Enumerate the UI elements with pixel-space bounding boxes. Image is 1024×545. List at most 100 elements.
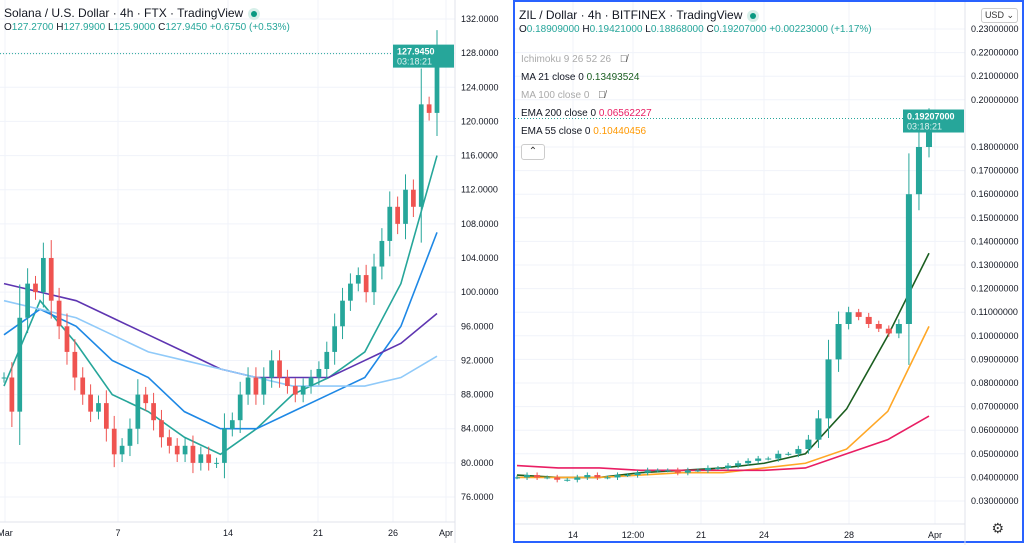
candle-body xyxy=(544,477,551,479)
moving-average-line xyxy=(3,155,438,456)
candle-body xyxy=(534,475,541,478)
candle-body xyxy=(825,359,832,419)
indicator-value: 0.10440456 xyxy=(593,126,647,137)
candle-body xyxy=(745,460,752,464)
candle-body xyxy=(166,437,172,446)
indicator-legend-item[interactable]: EMA 200 close 0 0.06562227 xyxy=(521,108,652,119)
price-tick-label: 92.0000 xyxy=(461,355,494,365)
candle-body xyxy=(355,275,361,284)
candle-body xyxy=(574,477,581,480)
price-tick-label: 0.14000000 xyxy=(971,236,1019,246)
symbol-title: Solana / U.S. Dollar · 4h · FTX · Tradin… xyxy=(4,6,244,20)
indicator-legend-item[interactable]: Ichimoku 9 26 52 26 👁̸ xyxy=(521,54,627,65)
candle-body xyxy=(604,477,611,479)
candle-body xyxy=(300,386,306,395)
price-tick-label: 120.0000 xyxy=(461,116,499,126)
candle-body xyxy=(735,463,742,466)
zil-chart-pane[interactable]: 0.23000000 0.22000000 0.21000000 0.20000000… xyxy=(513,0,1024,545)
price-tick-label: 128.0000 xyxy=(461,48,499,58)
chart-title: ZIL / Dollar · 4h · BITFINEX · TradingVi… xyxy=(519,8,757,22)
candle-body xyxy=(348,283,353,301)
candle-body xyxy=(88,394,93,412)
moving-average-line xyxy=(3,232,438,430)
candle-body xyxy=(775,453,782,459)
candle-body xyxy=(674,470,681,473)
candle-body xyxy=(190,445,196,463)
collapse-indicators-button[interactable]: ⌃ xyxy=(521,144,545,160)
indicator-value: 0.06562227 xyxy=(598,108,652,119)
price-tick-label: 88.0000 xyxy=(461,390,494,400)
moving-average-line xyxy=(516,415,930,472)
price-tick-label: 0.23000000 xyxy=(971,24,1019,34)
solana-price-chart[interactable]: 132.0000 128.0000 124.0000 120.0000 116.0000… xyxy=(0,0,512,543)
candle-body xyxy=(143,394,149,404)
price-tick-label: 0.06000000 xyxy=(971,425,1019,435)
candle-body xyxy=(895,324,902,334)
candle-body xyxy=(594,475,601,478)
candle-body xyxy=(25,283,30,318)
indicator-legend-item[interactable]: MA 21 close 0 0.13493524 xyxy=(521,72,639,83)
candle-body xyxy=(564,479,571,481)
candle-body xyxy=(795,449,802,454)
hidden-eye-icon[interactable]: 👁̸ xyxy=(619,54,628,65)
price-tick-label: 112.0000 xyxy=(461,185,498,195)
last-price-label xyxy=(903,109,964,133)
time-tick-label: 14 xyxy=(568,530,578,540)
price-tick-label: 76.0000 xyxy=(461,492,494,502)
bar-countdown: 03:18:21 xyxy=(907,122,942,132)
last-price-value: 0.19207000 xyxy=(907,112,955,122)
candle-body xyxy=(815,418,822,440)
candle-body xyxy=(261,377,267,395)
candle-body xyxy=(222,428,227,463)
candle-body xyxy=(253,377,259,395)
indicator-label: EMA 55 close 0 xyxy=(521,126,591,137)
candle-body xyxy=(316,368,322,378)
candle-body xyxy=(865,316,872,324)
candle-body xyxy=(845,312,852,324)
candle-body xyxy=(644,470,651,473)
candle-body xyxy=(805,439,812,450)
currency-select[interactable]: USD ⌄ xyxy=(980,8,1018,23)
solana-chart-pane[interactable]: 132.0000 128.0000 124.0000 120.0000 116.0000… xyxy=(0,0,512,543)
candle-body xyxy=(198,454,204,463)
ohlc-legend: O127.2700 H127.9900 L125.9000 C127.9450 … xyxy=(4,22,290,33)
zil-price-chart[interactable]: 0.23000000 0.22000000 0.21000000 0.20000000… xyxy=(515,2,1024,545)
ohlc-legend: O0.18909000 H0.19421000 L0.18868000 C0.1… xyxy=(519,24,872,35)
candle-body xyxy=(714,467,721,469)
indicator-legend-item[interactable]: MA 100 close 0 👁̸ xyxy=(521,90,606,101)
candle-body xyxy=(17,317,23,412)
candle-body xyxy=(725,465,732,468)
candle-body xyxy=(379,240,385,267)
time-tick-label: 12:00 xyxy=(622,530,645,540)
price-tick-label: 0.08000000 xyxy=(971,378,1019,388)
candle-body xyxy=(524,475,531,478)
candle-body xyxy=(371,266,377,293)
candle-body xyxy=(915,147,922,195)
price-tick-label: 0.04000000 xyxy=(971,472,1019,482)
indicator-label: Ichimoku 9 26 52 26 xyxy=(521,54,612,65)
price-tick-label: 0.12000000 xyxy=(971,284,1019,294)
candle-body xyxy=(664,470,671,472)
price-tick-label: 116.0000 xyxy=(461,151,498,161)
candle-body xyxy=(245,377,251,395)
price-tick-label: 0.22000000 xyxy=(971,48,1019,58)
candle-body xyxy=(48,258,54,301)
settings-gear-icon[interactable]: ⚙ xyxy=(991,520,1004,536)
price-tick-label: 108.0000 xyxy=(461,219,499,229)
candle-body xyxy=(418,104,424,207)
price-tick-label: 0.09000000 xyxy=(971,354,1019,364)
indicator-legend-item[interactable]: EMA 55 close 0 0.10440456 xyxy=(521,126,646,137)
candle-body xyxy=(835,324,842,360)
candle-body xyxy=(96,403,101,412)
candle-body xyxy=(229,420,235,429)
candle-body xyxy=(285,377,290,387)
candle-body xyxy=(33,283,38,293)
candle-body xyxy=(135,394,141,429)
candle-body xyxy=(159,420,164,438)
moving-average-line xyxy=(3,299,438,387)
candle-body xyxy=(684,470,691,473)
candle-body xyxy=(634,472,641,476)
hidden-eye-icon[interactable]: 👁̸ xyxy=(598,90,606,101)
last-price-value: 127.9450 xyxy=(397,47,435,57)
candle-body xyxy=(554,477,561,480)
